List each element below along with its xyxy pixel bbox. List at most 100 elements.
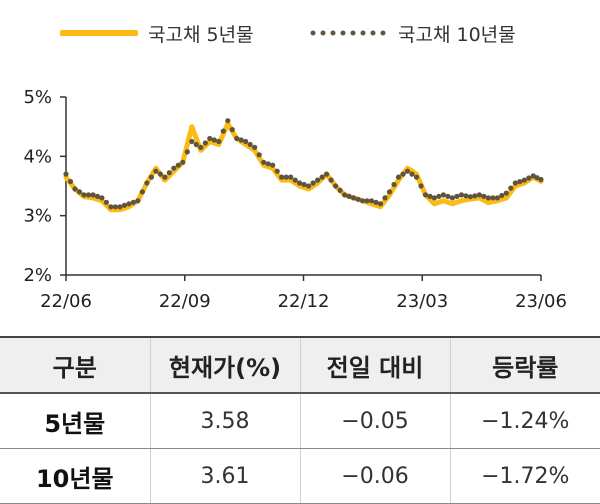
dot-10yr [463,193,469,199]
data-point-10yr [171,165,177,171]
data-point-10yr [315,177,321,183]
data-point-10yr [117,204,123,210]
x-tick-label: 22/06 [40,291,92,312]
dot-10yr [490,195,496,201]
series-dots-10yr [63,118,544,210]
data-point-10yr [494,195,500,201]
y-tick-label: 4% [23,146,52,167]
data-point-10yr [207,135,213,142]
data-point-10yr [395,174,402,180]
axis-labels: 2% 3% 4% 5% 22/06 22/09 22/12 23/03 23/06 [23,87,567,312]
cell-current-5yr: 3.58 [149,393,300,449]
data-point-10yr [180,159,186,165]
legend-label-5yr: 국고채 5년물 [148,23,254,46]
data-point-10yr [386,189,393,195]
x-tick-label: 23/03 [396,291,448,312]
data-point-10yr [351,195,357,201]
dot-10yr [472,193,478,199]
table-header-category: 구분 [0,336,150,394]
dot-10yr [193,141,199,148]
dot-10yr [534,175,540,181]
data-point-10yr [368,198,375,204]
data-point-10yr [108,204,114,210]
table-row: 10년물 3.61 −0.06 −1.72% [0,448,600,504]
data-point-10yr [99,195,105,201]
chart-axes [60,96,542,281]
dot-10yr [76,189,83,195]
data-point-10yr [297,180,303,186]
data-point-10yr [144,180,150,186]
dot-10yr [229,127,235,133]
series-line-5yr [63,121,544,213]
cell-change-10yr: −0.06 [299,448,450,504]
table-header-row: 구분 현재가(%) 전일 대비 등락률 [0,336,600,394]
dot-10yr [247,141,253,148]
data-point-10yr [126,201,132,207]
dot-10yr [67,178,74,185]
dot-10yr [148,174,154,180]
data-point-10yr [449,195,455,201]
y-tick-label: 3% [23,206,52,227]
table-header-rate: 등락률 [449,336,600,394]
data-point-10yr [135,198,141,204]
data-point-10yr [306,183,312,189]
dot-10yr [526,175,532,181]
dot-10yr [157,171,163,177]
data-point-10yr [485,195,491,201]
dot-10yr [211,137,217,143]
dot-10yr [121,202,127,208]
dot-10yr [130,199,136,205]
dot-10yr [220,128,226,134]
dot-10yr [481,193,487,199]
dot-10yr [283,174,289,180]
data-point-10yr [252,144,258,150]
dot-10yr [238,137,244,143]
dot-10yr [337,187,343,193]
data-point-10yr [270,162,276,168]
table-header-change: 전일 대비 [299,336,450,394]
x-tick-label: 23/06 [515,291,567,312]
data-point-10yr [216,138,222,145]
dot-10yr [292,177,298,183]
data-point-10yr [243,138,249,145]
data-point-10yr [413,174,420,180]
legend-item-5yr: 국고채 5년물 [60,18,254,48]
dot-10yr [94,193,101,199]
cell-rate-5yr: −1.24% [449,393,600,449]
data-point-10yr [288,174,294,180]
data-point-10yr [467,194,473,200]
dot-10yr [112,204,118,210]
dot-10yr [256,152,262,158]
data-point-10yr [538,176,544,183]
data-point-10yr [162,174,168,180]
dot-10yr [454,193,460,199]
dot-10yr [364,198,370,204]
dot-10yr [301,181,307,188]
yield-line-chart: 2% 3% 4% 5% 22/06 22/09 22/12 23/03 23/06 [23,87,567,312]
dot-10yr [184,149,190,155]
data-point-10yr [521,177,527,183]
dot-10yr [274,168,280,174]
dot-10yr [400,171,406,177]
dot-10yr [202,140,208,146]
data-point-10yr [503,190,509,196]
dot-10yr [346,193,352,199]
legend-swatch-dotted-line [310,30,388,36]
row-label-5yr: 5년물 [0,393,150,449]
dot-10yr [310,180,316,186]
data-point-10yr [404,168,411,174]
dot-10yr [499,192,505,199]
chart-legend: 국고채 5년물 국고채 10년물 [60,18,560,48]
data-point-10yr [234,135,240,142]
data-point-10yr [458,192,464,198]
data-point-10yr [431,195,437,201]
data-point-10yr [377,201,384,207]
data-point-10yr [476,192,482,198]
y-tick-label: 5% [23,87,52,108]
dot-10yr [328,177,334,183]
dot-10yr [103,199,109,205]
series-layer [63,118,544,213]
row-label-10yr: 10년물 [0,448,150,504]
table-header-current: 현재가(%) [149,336,300,394]
